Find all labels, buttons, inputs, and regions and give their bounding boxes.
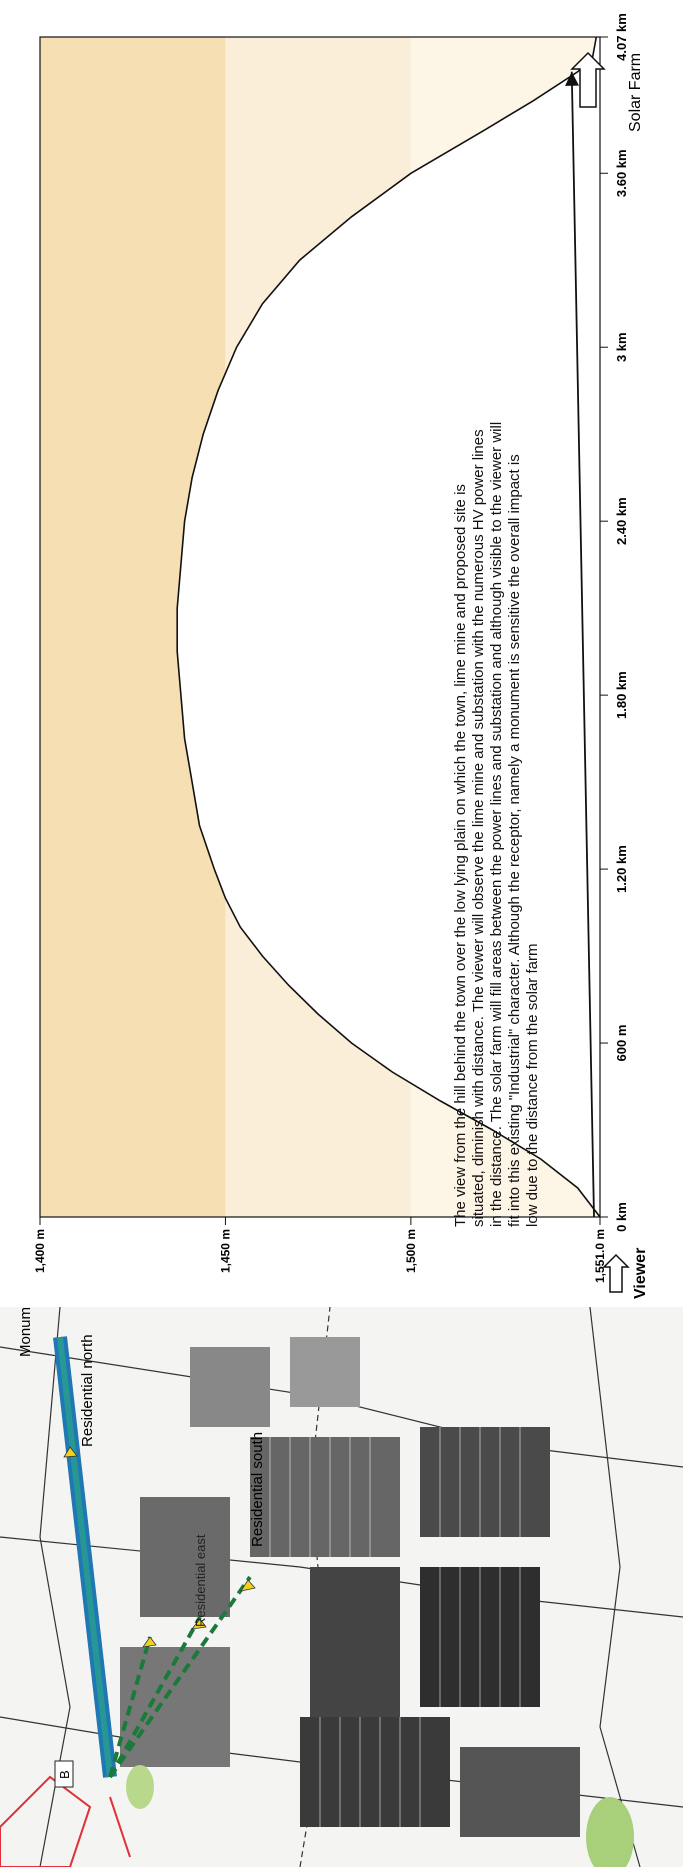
terrain-fill bbox=[177, 37, 600, 1217]
site-boundary bbox=[0, 1775, 92, 1867]
x-tick-label: 2.40 km bbox=[614, 497, 629, 545]
viewer-arrow-icon bbox=[602, 1253, 630, 1293]
view-arrows bbox=[63, 1446, 256, 1648]
power-line bbox=[109, 1796, 131, 1858]
line-of-sight-arrowhead bbox=[565, 71, 580, 86]
x-tick-label: 1.80 km bbox=[614, 671, 629, 719]
plot-frame bbox=[39, 36, 601, 1218]
solar-farm-marker: Solar Farm bbox=[570, 51, 644, 132]
description-line: The view from the hill behind the town o… bbox=[452, 484, 469, 1227]
map-plot-grid bbox=[269, 1427, 521, 1827]
label-residential-north: Residential north bbox=[79, 1334, 96, 1447]
elevation-band bbox=[40, 37, 226, 1217]
y-axis: 1,551.0 m 1,500 m 1,450 m 1,400 m bbox=[33, 1217, 607, 1283]
site-map: Monuments Residential north Residential … bbox=[0, 1307, 683, 1867]
main-sightline-core bbox=[57, 1336, 113, 1778]
x-tick-label: 3.60 km bbox=[614, 149, 629, 197]
description-line: situated, diminish with distance. The vi… bbox=[470, 429, 487, 1227]
x-tick-label: 0 km bbox=[614, 1202, 629, 1232]
vegetation-patch bbox=[126, 1765, 154, 1809]
description-line: in the distance. The solar farm will fil… bbox=[488, 421, 505, 1227]
description-line: fit into this existing "Industrial" char… bbox=[506, 454, 523, 1227]
label-residential-east: Residential east bbox=[193, 1534, 208, 1627]
description: The view from the hill behind the town o… bbox=[452, 167, 542, 1227]
x-tick-label: 600 m bbox=[614, 1025, 629, 1062]
x-tick-label: 1.20 km bbox=[614, 845, 629, 893]
site-marker-label: B bbox=[57, 1770, 72, 1779]
label-residential-south: Residential south bbox=[249, 1432, 266, 1547]
y-tick-label: 1,551.0 m bbox=[593, 1229, 607, 1283]
x-tick-label: 3 km bbox=[614, 332, 629, 362]
x-axis: 0 km 600 m 1.20 km 1.80 km 2.40 km 3 km 3.60 k… bbox=[600, 13, 629, 1232]
description-line: low due to the distance from the solar f… bbox=[524, 943, 541, 1227]
terrain-line bbox=[176, 36, 601, 1218]
viewer-label: Viewer bbox=[632, 1248, 649, 1299]
profile-plot bbox=[39, 36, 601, 1218]
solar-farm-arrow-icon bbox=[570, 51, 606, 108]
secondary-sightlines bbox=[108, 1575, 252, 1779]
site-marker-box bbox=[54, 1760, 74, 1788]
y-tick-label: 1,500 m bbox=[404, 1229, 418, 1273]
y-tick-label: 1,450 m bbox=[218, 1229, 232, 1273]
elevation-profile: 0 km 600 m 1.20 km 1.80 km 2.40 km 3 km 3.60 k… bbox=[33, 13, 649, 1299]
solar-farm-label: Solar Farm bbox=[627, 53, 644, 132]
x-tick-label: 4.07 km bbox=[614, 13, 629, 61]
y-tick-label: 1,400 m bbox=[33, 1229, 47, 1273]
label-monuments: Monuments bbox=[17, 1307, 34, 1357]
line-of-sight bbox=[570, 71, 595, 1218]
vegetation-patch bbox=[586, 1797, 634, 1867]
viewer-marker: Viewer bbox=[602, 1248, 649, 1299]
